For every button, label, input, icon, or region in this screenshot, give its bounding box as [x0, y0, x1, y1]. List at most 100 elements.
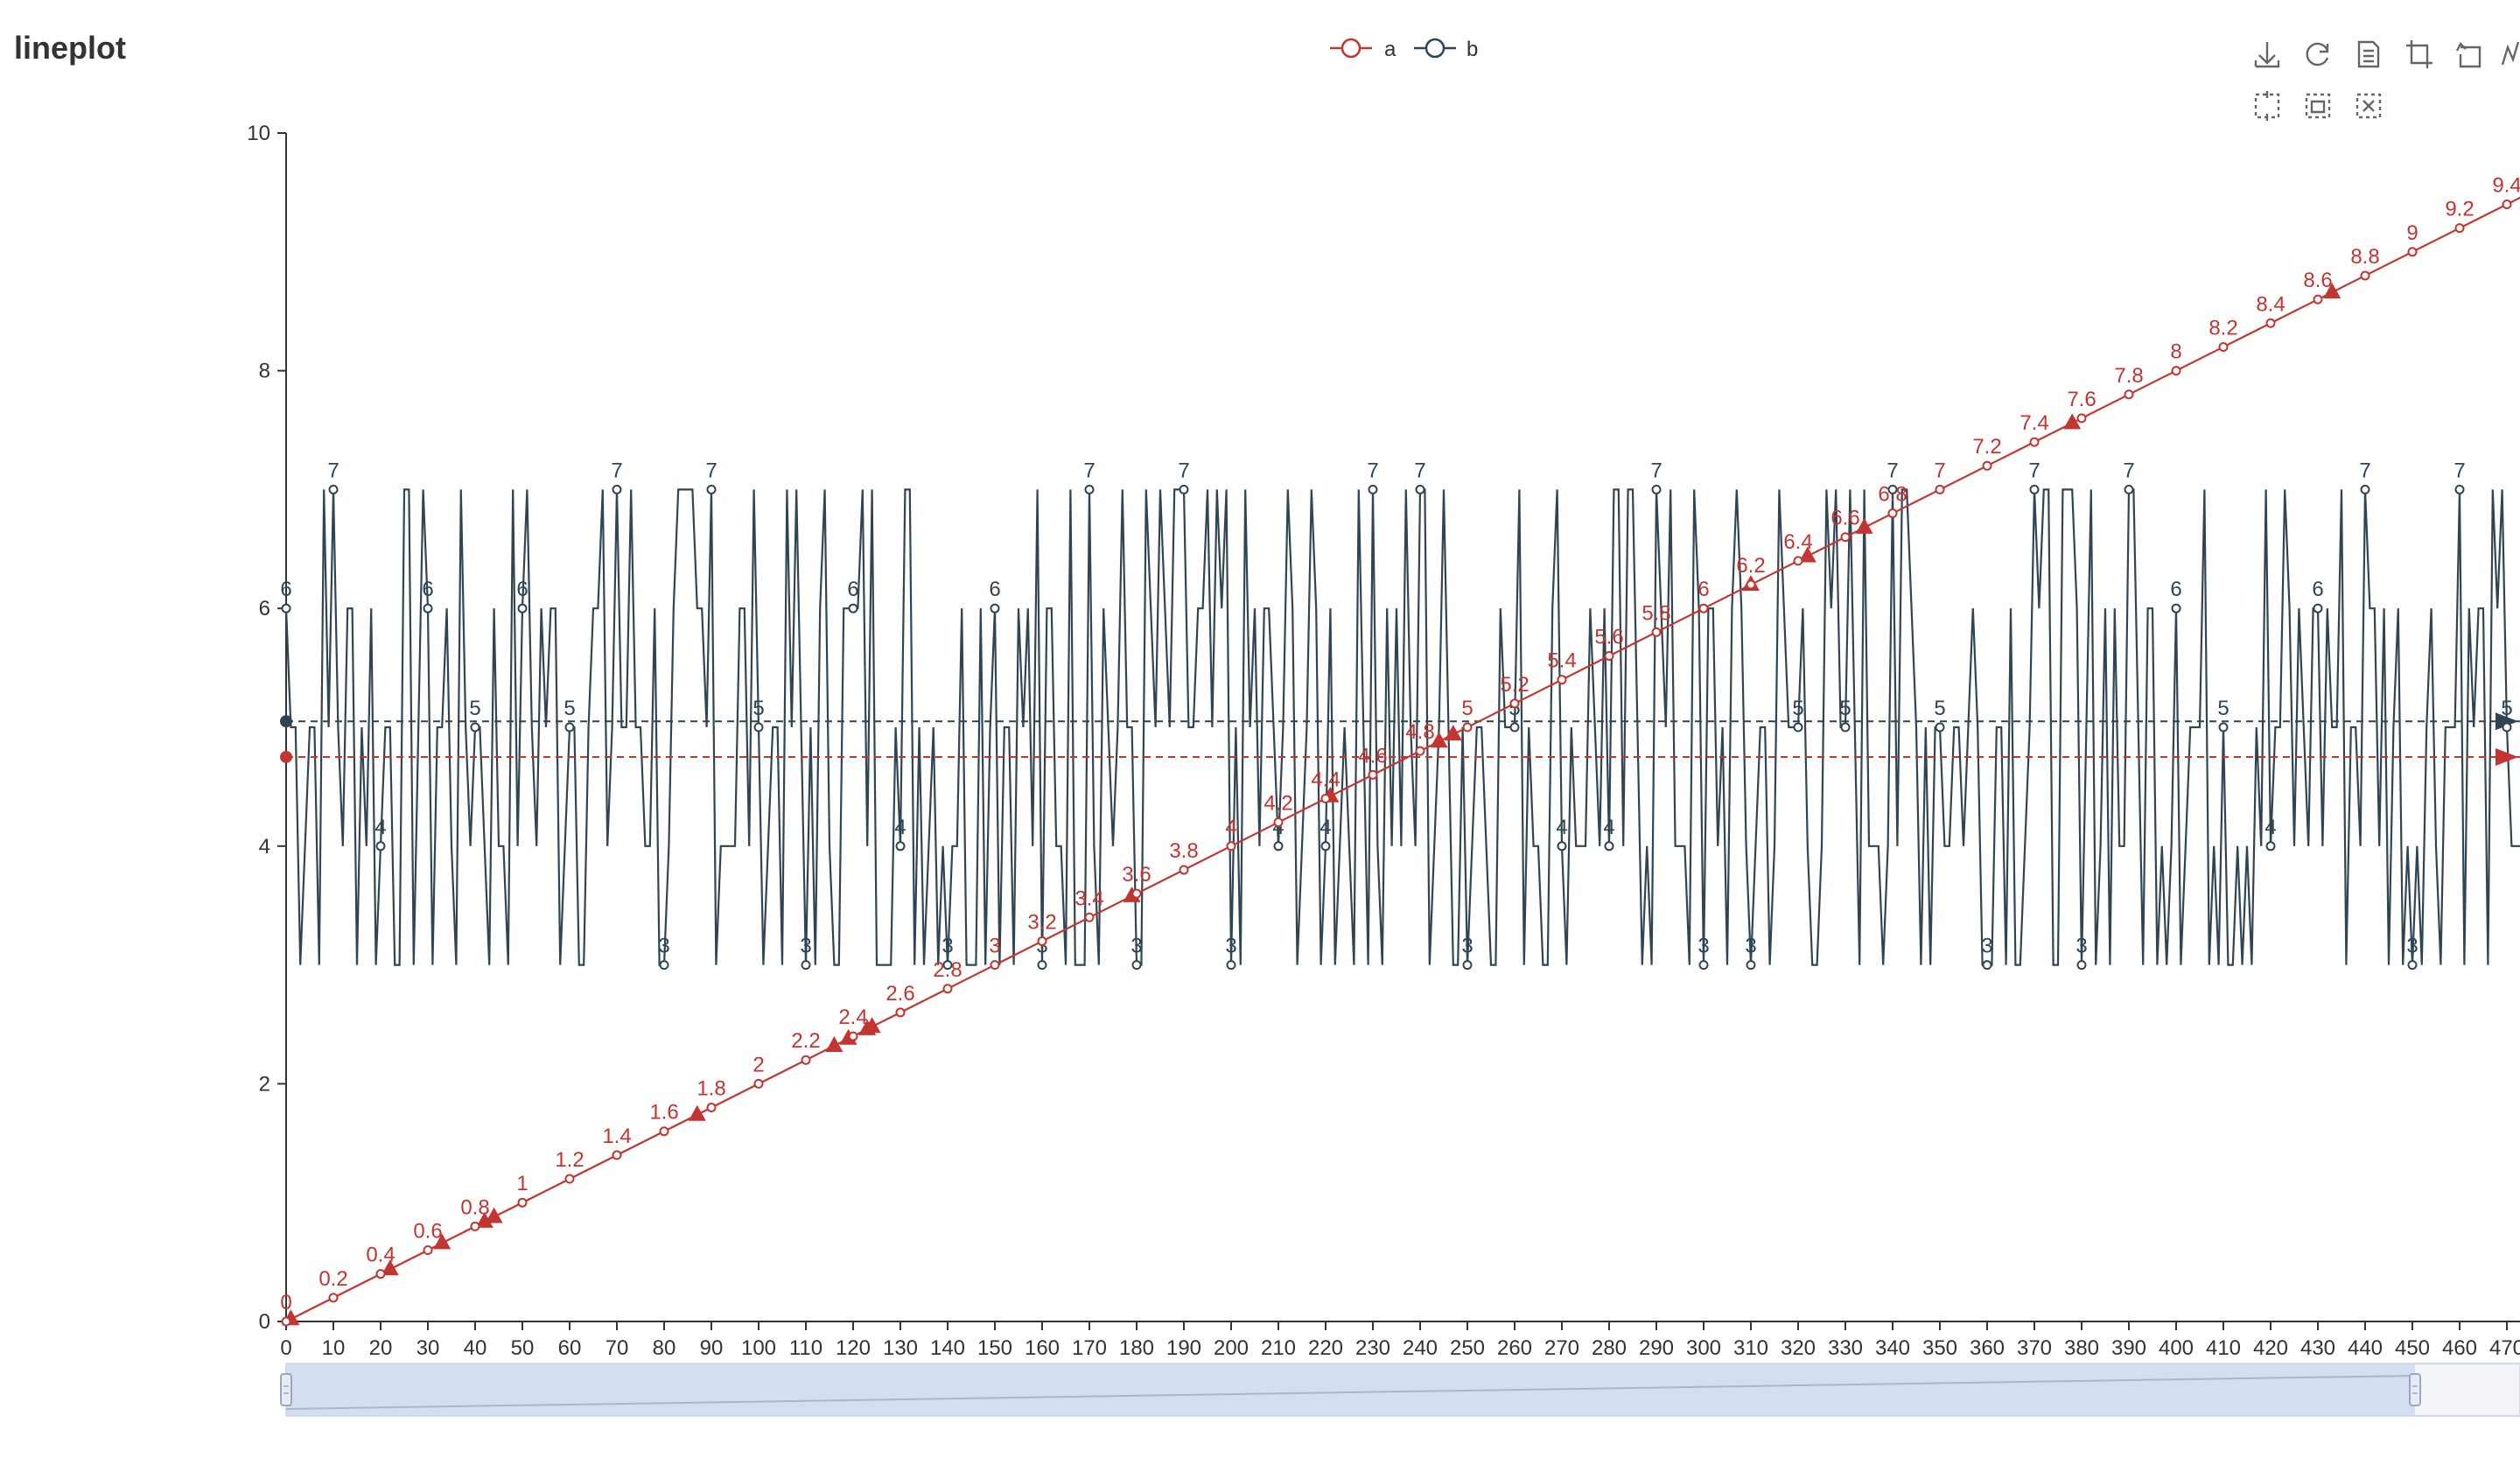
data-zoom-handle[interactable] — [2409, 1373, 2421, 1406]
data-view-icon[interactable] — [2357, 40, 2380, 68]
series-a-value-label: 3.8 — [1169, 839, 1198, 863]
series-a-value-label: 5 — [1461, 697, 1473, 720]
series-a-value-label: 5.6 — [1594, 626, 1623, 649]
page-title: lineplot — [14, 30, 126, 66]
series-a-marker — [1430, 732, 1448, 748]
series-a-point — [801, 1055, 811, 1065]
x-tick-label: 160 — [1025, 1336, 1060, 1360]
series-a-value-label: 1.2 — [555, 1148, 584, 1172]
zoom-back-icon[interactable] — [2455, 41, 2482, 68]
data-zoom-slider[interactable] — [280, 1363, 2520, 1417]
x-tick-label: 330 — [1828, 1336, 1863, 1360]
series-a-point — [2124, 389, 2134, 400]
series-a-value-label: 9.2 — [2445, 198, 2474, 221]
brush-rect-icon[interactable] — [2254, 91, 2280, 121]
series-b-point — [2218, 722, 2229, 732]
legend[interactable]: a b — [1330, 38, 1478, 61]
series-b-point — [942, 960, 953, 971]
series-a-value-label: 1.4 — [602, 1125, 631, 1148]
x-tick-label: 200 — [1214, 1336, 1249, 1360]
series-b-point — [2171, 603, 2181, 613]
toolbox[interactable] — [2254, 40, 2520, 121]
series-b-value-label: 4 — [1603, 816, 1614, 839]
x-tick-label: 70 — [606, 1336, 629, 1360]
series-a-marker — [1855, 517, 1873, 534]
x-tick-label: 110 — [789, 1336, 822, 1360]
series-b-value-label: 7 — [327, 459, 339, 482]
series-a-point — [1887, 508, 1898, 519]
x-tick-label: 410 — [2206, 1336, 2241, 1360]
series-b-value-label: 7 — [1367, 459, 1378, 482]
series-b-value-label: 5 — [2501, 697, 2512, 720]
series-b-point — [2454, 484, 2465, 494]
series-a-value-label: 4 — [1225, 816, 1236, 839]
brush-keep-icon[interactable] — [2305, 93, 2331, 119]
line-chart-icon[interactable] — [2501, 41, 2520, 66]
series-a-value-label: 3 — [989, 935, 1000, 958]
series-b-value-label: 3 — [1745, 935, 1756, 958]
data-zoom-selected-range — [286, 1363, 2415, 1416]
series-a-value-label: 4.4 — [1311, 768, 1340, 791]
series-a-value-label: 8 — [2170, 340, 2181, 364]
series-a-value-label: 3.6 — [1122, 863, 1151, 887]
series-b-value-label: 7 — [2454, 459, 2465, 482]
series-b-point — [1887, 484, 1898, 494]
series-b-point — [990, 603, 1000, 613]
series-a-point — [2265, 318, 2276, 328]
series-a-point — [2171, 366, 2181, 376]
series-a-point — [2454, 223, 2465, 234]
y-tick-label: 0 — [259, 1310, 270, 1334]
series-b-point — [1462, 960, 1473, 971]
legend-item-b[interactable]: b — [1414, 38, 1478, 61]
series-a-point — [1037, 936, 1047, 946]
series-b-value-label: 4 — [894, 816, 906, 839]
series-a-marker — [381, 1259, 399, 1276]
brush-clear-icon[interactable] — [2356, 93, 2382, 119]
series-b-point — [706, 484, 717, 494]
x-tick-label: 470 — [2489, 1336, 2520, 1360]
series-a-value-label: 6.2 — [1736, 554, 1765, 578]
series-a-point — [1179, 865, 1189, 875]
x-tick-label: 450 — [2395, 1336, 2430, 1360]
series-a-point — [1557, 675, 1567, 685]
x-tick-label: 270 — [1544, 1336, 1579, 1360]
x-tick-label: 250 — [1450, 1336, 1485, 1360]
x-tick-label: 350 — [1922, 1336, 1957, 1360]
series-b-point — [2360, 484, 2370, 494]
x-tick-label: 380 — [2064, 1336, 2099, 1360]
refresh-icon[interactable] — [2306, 42, 2329, 67]
series-b-value-label: 7 — [2028, 459, 2040, 482]
series-a-marker — [485, 1207, 503, 1223]
series-a-point — [659, 1126, 669, 1137]
series-b-value-label: 4 — [1320, 816, 1331, 839]
x-tick-label: 10 — [322, 1336, 346, 1360]
series-a-point — [1793, 556, 1803, 566]
series-b-value-label: 6 — [989, 578, 1000, 601]
series-a-value-label: 0 — [280, 1291, 291, 1314]
series-b-value-label: 6 — [2312, 578, 2323, 601]
series-b-point — [2265, 841, 2276, 852]
series-b-value-label: 7 — [1414, 459, 1425, 482]
series-b-value-label: 7 — [2123, 459, 2134, 482]
series-a-point — [753, 1078, 764, 1089]
series-a-value-label: 2.8 — [933, 958, 962, 982]
data-labels: 6 7 4 6 5 6 5 7 3 7 5 3 6 4 3 6 3 7 3 7 3 4 4 7 7 3 5 4 4 7 3 3 5 5 7 5 3 7 3 7… — [280, 173, 2520, 1327]
zoom-rect-icon[interactable] — [2406, 40, 2432, 68]
x-tick-label: 100 — [741, 1336, 776, 1360]
series-a-point — [2360, 270, 2370, 281]
download-icon[interactable] — [2254, 42, 2280, 68]
legend-item-a[interactable]: a — [1330, 38, 1396, 61]
series-a-value-label: 1.8 — [696, 1077, 725, 1101]
series-a-point — [2502, 199, 2512, 209]
series-b-mean-start — [280, 715, 292, 728]
data-zoom-handle[interactable] — [280, 1373, 292, 1406]
series-b-point — [1557, 841, 1567, 852]
series-b-value-label: 7 — [2359, 459, 2370, 482]
series-a-point — [517, 1197, 528, 1208]
series-a-value-label: 6.4 — [1783, 530, 1812, 554]
series-b-value-label: 3 — [1461, 935, 1473, 958]
series-a-point — [1604, 651, 1614, 662]
legend-label-a: a — [1384, 38, 1396, 61]
series-b-point — [281, 603, 291, 613]
series-a-value-label: 6 — [1698, 578, 1709, 601]
